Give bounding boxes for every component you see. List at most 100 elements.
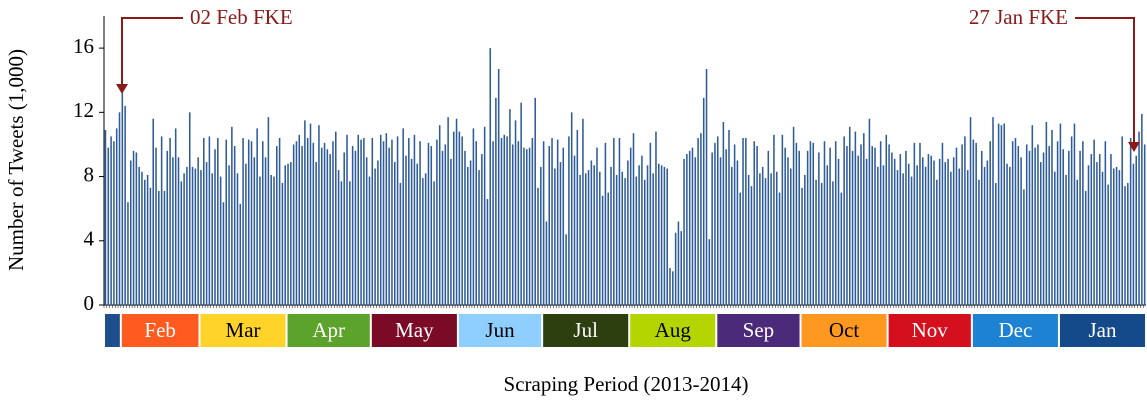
bar: [728, 129, 730, 305]
bar: [450, 158, 452, 305]
bar: [318, 125, 320, 305]
bar: [818, 152, 820, 305]
bar: [113, 141, 115, 305]
bar: [264, 157, 267, 305]
bar: [1115, 166, 1118, 305]
bar: [1003, 123, 1006, 305]
bar: [702, 97, 705, 305]
bar: [458, 131, 461, 305]
bar: [663, 166, 666, 305]
bar: [548, 146, 551, 305]
bar: [217, 138, 219, 305]
bar: [969, 117, 972, 306]
bar: [747, 174, 750, 305]
bar: [1107, 184, 1109, 305]
bar: [273, 176, 275, 305]
bar: [349, 181, 351, 305]
bar: [1084, 191, 1087, 305]
bar: [601, 195, 604, 305]
bar: [172, 157, 174, 305]
bar: [475, 141, 477, 305]
y-tick-label: 12: [73, 98, 94, 122]
bar: [1056, 141, 1059, 305]
bar: [253, 157, 256, 305]
bar: [708, 239, 711, 305]
bar: [1090, 154, 1093, 305]
bar: [992, 117, 994, 306]
bar: [483, 126, 486, 306]
bar: [745, 138, 747, 305]
bar: [261, 141, 264, 305]
bar: [683, 158, 685, 305]
bar: [798, 150, 800, 305]
bar: [410, 158, 413, 305]
bar: [840, 192, 843, 305]
bar: [379, 134, 382, 305]
bar: [995, 182, 997, 305]
bar: [525, 149, 528, 305]
bar: [556, 139, 559, 305]
bar: [388, 147, 390, 305]
bar: [686, 154, 688, 305]
bar: [857, 155, 859, 305]
bar: [197, 157, 199, 305]
bar: [784, 147, 786, 305]
bar: [489, 48, 492, 305]
annotation-line: [1075, 17, 1135, 142]
bar: [629, 147, 632, 305]
bar: [972, 139, 975, 305]
bar: [719, 157, 722, 305]
bar: [335, 131, 337, 305]
bar: [396, 136, 399, 305]
bar: [1009, 166, 1011, 305]
bar: [405, 155, 407, 305]
bar: [700, 133, 702, 305]
bar: [214, 149, 216, 305]
bar: [399, 182, 402, 305]
bar: [607, 192, 609, 305]
bar: [916, 165, 918, 305]
bar: [848, 126, 851, 306]
bar: [565, 234, 567, 305]
bar: [514, 120, 517, 305]
bar: [231, 126, 233, 306]
bar: [941, 142, 944, 305]
bar: [933, 160, 935, 305]
bar: [174, 128, 177, 305]
bar: [624, 178, 626, 305]
month-band: [717, 314, 800, 347]
bar: [177, 157, 180, 305]
bar: [1025, 144, 1028, 305]
bar: [441, 150, 444, 305]
bar: [158, 191, 160, 305]
month-label: Dec: [998, 318, 1032, 342]
bar: [1068, 150, 1070, 305]
bar: [674, 232, 677, 305]
bar: [697, 138, 699, 305]
bar: [801, 187, 803, 305]
bar: [865, 158, 868, 305]
bar: [792, 126, 795, 306]
bar: [809, 141, 812, 305]
month-label: May: [395, 318, 434, 342]
bar: [573, 155, 576, 305]
bar: [452, 131, 455, 305]
bar: [582, 118, 584, 305]
bar: [1079, 150, 1081, 305]
annotation: 02 Feb FKE: [190, 5, 293, 29]
bar: [877, 166, 879, 305]
bar: [416, 163, 419, 305]
bar: [599, 171, 601, 305]
bar: [621, 171, 624, 305]
bar: [820, 182, 823, 305]
bar: [528, 147, 531, 305]
bar: [711, 152, 713, 305]
bar: [180, 181, 183, 305]
bar: [424, 173, 427, 305]
bar: [138, 166, 140, 305]
bar: [132, 150, 135, 305]
bar: [927, 154, 930, 305]
month-band: [200, 314, 286, 347]
bar: [672, 271, 674, 305]
bar: [924, 166, 927, 305]
